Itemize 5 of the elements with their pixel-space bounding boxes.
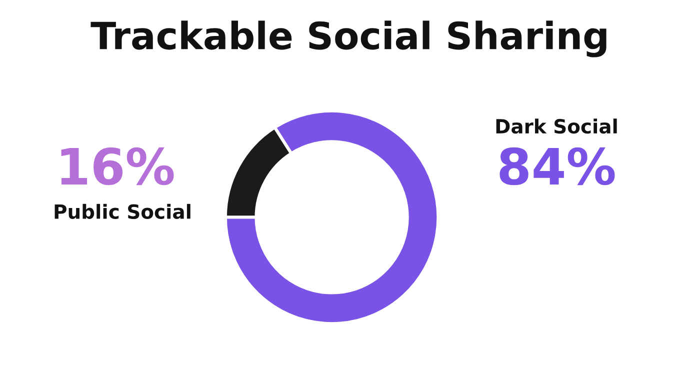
chart-title: Trackable Social Sharing <box>90 20 606 58</box>
data-label: 84% <box>500 147 615 186</box>
slice-label: Dark Social <box>496 118 617 134</box>
slice-label: Public Social <box>54 204 190 219</box>
data-label: 16% <box>61 147 174 186</box>
